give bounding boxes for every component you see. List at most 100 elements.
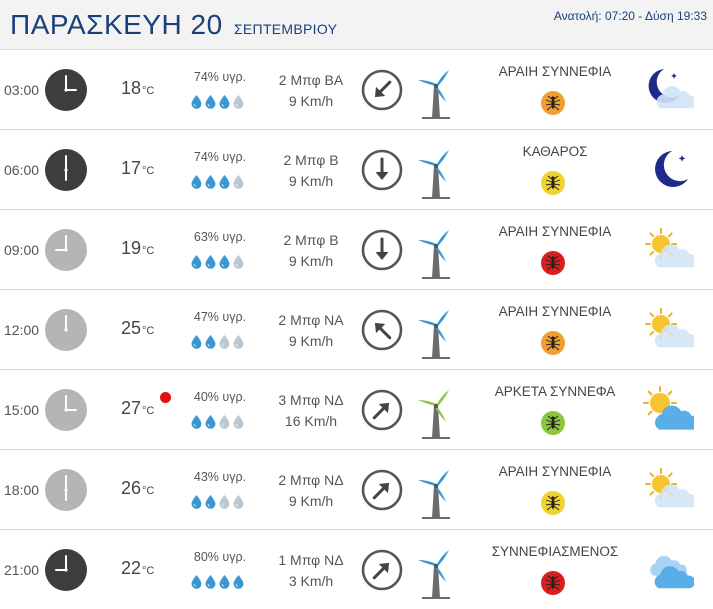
drop-empty-icon [232, 254, 246, 274]
day-name: ΠΑΡΑΣΚΕΥΗ 20 [10, 9, 223, 40]
day-clock-icon [45, 389, 87, 431]
wind-turbine-icon [416, 542, 456, 600]
humidity-drops [190, 334, 250, 350]
arrow-southwest-icon [361, 69, 403, 111]
forecast-time: 15:00 [4, 402, 40, 418]
temperature: 18°C [121, 78, 154, 99]
drop-empty-icon [232, 334, 246, 354]
drop-filled-icon [190, 94, 204, 114]
forecast-time: 03:00 [4, 82, 40, 98]
drop-empty-icon [218, 334, 232, 354]
humidity-text: 47% υγρ. [193, 310, 247, 324]
wind-turbine-icon [416, 62, 456, 120]
wind-speed: 9 Km/h [288, 253, 334, 269]
drop-filled-icon [218, 254, 232, 274]
day-header: ΠΑΡΑΣΚΕΥΗ 20 ΣΕΠΤΕΜΒΡΙΟΥ Ανατολή: 07:20 … [0, 0, 713, 50]
humidity-drops [190, 254, 250, 270]
day-clock-icon [45, 309, 87, 351]
temperature-value: 22 [121, 558, 142, 578]
drop-filled-icon [190, 574, 204, 594]
drop-empty-icon [232, 174, 246, 194]
humidity-text: 74% υγρ. [193, 150, 247, 164]
drop-filled-icon [190, 414, 204, 434]
drop-empty-icon [218, 414, 232, 434]
mosquito-icon [541, 171, 565, 195]
wind-turbine-icon [416, 382, 456, 440]
drop-filled-icon [218, 574, 232, 594]
humidity-drops [190, 494, 250, 510]
temperature-value: 19 [121, 238, 142, 258]
humidity-text: 74% υγρ. [193, 70, 247, 84]
drop-filled-icon [190, 254, 204, 274]
forecast-time: 12:00 [4, 322, 40, 338]
drop-empty-icon [232, 414, 246, 434]
temperature-value: 25 [121, 318, 142, 338]
drop-filled-icon [204, 574, 218, 594]
temperature: 25°C [121, 318, 154, 339]
forecast-time: 21:00 [4, 562, 40, 578]
drop-filled-icon [204, 94, 218, 114]
cloud-icon [642, 545, 696, 595]
temperature: 17°C [121, 158, 154, 179]
drop-filled-icon [190, 334, 204, 354]
temperature-unit: °C [142, 165, 155, 177]
wind-beaufort: 2 Μπφ Β [283, 232, 339, 248]
drop-filled-icon [204, 334, 218, 354]
drop-filled-icon [190, 174, 204, 194]
temperature-unit: °C [142, 325, 155, 337]
night-clock-icon [45, 149, 87, 191]
weather-condition: ΑΡΚΕΤΑ ΣΥΝΝΕΦΑ [494, 384, 616, 399]
day-title: ΠΑΡΑΣΚΕΥΗ 20 ΣΕΠΤΕΜΒΡΙΟΥ [10, 9, 337, 41]
weather-condition: ΑΡΑΙΗ ΣΥΝΝΕΦΙΑ [498, 304, 612, 319]
arrow-south-icon [361, 149, 403, 191]
sun-cloud-icon [642, 225, 698, 275]
drop-filled-icon [232, 574, 246, 594]
forecast-row: 03:00 18°C 74% υγρ. 2 Μπφ ΒΑ 9 Km/h ΑΡΑΙΗ ΣΥΝ… [0, 50, 713, 130]
humidity-text: 80% υγρ. [193, 550, 247, 564]
mosquito-icon [541, 491, 565, 515]
weather-condition: ΚΑΘΑΡΟΣ [522, 144, 588, 159]
max-temperature-dot-icon [160, 392, 171, 403]
sunrise-sunset: Ανατολή: 07:20 - Δύση 19:33 [553, 9, 707, 23]
wind-beaufort: 3 Μπφ ΝΔ [278, 392, 344, 408]
wind-turbine-icon [416, 222, 456, 280]
wind-info: 2 Μπφ ΝΔ 9 Km/h [256, 470, 366, 512]
forecast-time: 06:00 [4, 162, 40, 178]
humidity-text: 43% υγρ. [193, 470, 247, 484]
wind-turbine-icon [416, 302, 456, 360]
mosquito-icon [541, 331, 565, 355]
wind-beaufort: 2 Μπφ ΒΑ [278, 72, 344, 88]
wind-beaufort: 2 Μπφ ΝΑ [278, 312, 344, 328]
wind-info: 2 Μπφ ΝΑ 9 Km/h [256, 310, 366, 352]
mosquito-icon [541, 91, 565, 115]
humidity-drops [190, 174, 250, 190]
humidity-text: 40% υγρ. [193, 390, 247, 404]
wind-speed: 9 Km/h [288, 173, 334, 189]
day-clock-icon [45, 229, 87, 271]
forecast-row: 18:00 26°C 43% υγρ. 2 Μπφ ΝΔ 9 Km/h ΑΡΑΙΗ ΣΥΝ… [0, 450, 713, 530]
forecast-row: 15:00 27°C 40% υγρ. 3 Μπφ ΝΔ 16 Km/h ΑΡΚΕΤΑ Σ… [0, 370, 713, 450]
drop-empty-icon [232, 94, 246, 114]
wind-beaufort: 2 Μπφ Β [283, 152, 339, 168]
humidity-drops [190, 574, 250, 590]
weather-condition: ΑΡΑΙΗ ΣΥΝΝΕΦΙΑ [498, 464, 612, 479]
wind-turbine-icon [416, 142, 456, 200]
forecast-time: 09:00 [4, 242, 40, 258]
moon-cloud-icon [642, 65, 698, 115]
drop-filled-icon [204, 414, 218, 434]
mosquito-icon [541, 571, 565, 595]
temperature-unit: °C [142, 405, 155, 417]
temperature-value: 17 [121, 158, 142, 178]
month-name: ΣΕΠΤΕΜΒΡΙΟΥ [233, 21, 338, 37]
wind-speed: 9 Km/h [288, 493, 334, 509]
wind-info: 3 Μπφ ΝΔ 16 Km/h [256, 390, 366, 432]
forecast-row: 09:00 19°C 63% υγρ. 2 Μπφ Β 9 Km/h ΑΡΑΙΗ ΣΥΝΝ… [0, 210, 713, 290]
weather-condition: ΑΡΑΙΗ ΣΥΝΝΕΦΙΑ [498, 224, 612, 239]
humidity-drops [190, 414, 250, 430]
wind-beaufort: 2 Μπφ ΝΔ [278, 472, 344, 488]
night-clock-icon [45, 549, 87, 591]
drop-filled-icon [218, 94, 232, 114]
temperature-unit: °C [142, 85, 155, 97]
sun-cloud-icon [642, 305, 698, 355]
arrow-south-icon [361, 229, 403, 271]
